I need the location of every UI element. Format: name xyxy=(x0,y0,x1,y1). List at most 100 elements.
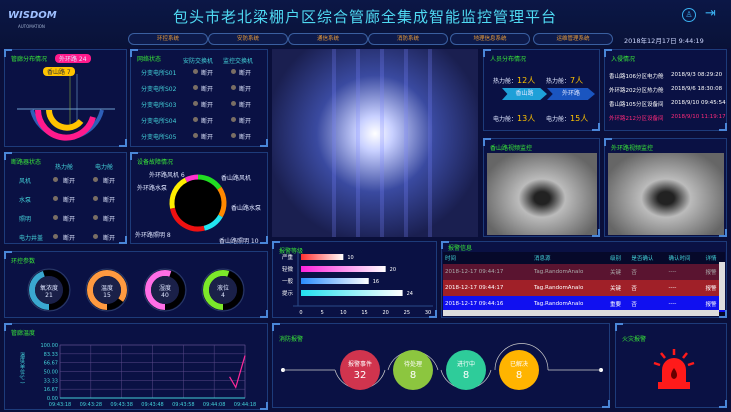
alarm-row[interactable]: 2018-12-17 09:44:17 Tag.RandomAnalo 关键 否 -… xyxy=(443,280,725,296)
step-count: 8 xyxy=(409,370,417,381)
x-tick-label: 10 xyxy=(340,310,346,316)
column-header[interactable]: 时间 xyxy=(445,256,457,262)
nav-security[interactable]: 安防系统 xyxy=(208,33,288,45)
horizontal-scrollbar[interactable] xyxy=(443,310,719,316)
step-count: 8 xyxy=(515,370,523,381)
y-tick-label: 16.67 xyxy=(44,387,58,393)
xiangshan-arrow: 香山路 xyxy=(502,88,547,100)
breaker-row-name: 风机 xyxy=(19,178,32,185)
x-tick-label: 25 xyxy=(404,310,410,316)
fault-label: 香山路风机 xyxy=(221,175,252,182)
status-text: 断开 xyxy=(103,178,116,185)
cell-level: 重要 xyxy=(610,302,622,308)
step-label: 已解决 xyxy=(509,361,528,368)
wh-heat-count: 7人 xyxy=(570,76,584,85)
column-header[interactable]: 详情 xyxy=(705,256,717,262)
nav-env[interactable]: 环控系统 xyxy=(128,33,208,45)
gauge-label: 液位 xyxy=(216,285,229,292)
nav-ops[interactable]: 运维管理系统 xyxy=(533,33,613,45)
gauge-fill xyxy=(87,270,127,310)
xs-power-count: 13人 xyxy=(517,114,536,123)
bar xyxy=(301,290,403,296)
status-text: 断开 xyxy=(201,86,214,93)
status-text: 断开 xyxy=(201,134,214,141)
temp-series-line xyxy=(229,355,246,389)
datetime: 2018年12月17日 9:44:19 xyxy=(624,37,704,45)
status-dot xyxy=(53,196,58,201)
flow-connector xyxy=(281,343,603,390)
cell-level: 关键 xyxy=(610,286,622,292)
y-tick-label: 0.00 xyxy=(47,396,58,402)
donut-segment xyxy=(170,207,205,232)
network-row-name: 分变电所S01 xyxy=(141,70,177,77)
fault-label: 香山路照明 10 xyxy=(219,238,259,245)
fire-step-3[interactable]: 已解决 8 xyxy=(499,350,539,390)
column-header[interactable]: 是否确认 xyxy=(631,256,654,262)
x-tick-label: 09:43:58 xyxy=(172,402,194,408)
y-tick-label: 33.33 xyxy=(44,378,58,384)
nav-gis[interactable]: 地理信息系统 xyxy=(450,33,530,45)
gauge-value: 4 xyxy=(221,292,225,299)
cell-ack-time: ---- xyxy=(668,269,677,275)
step-label: 进行中 xyxy=(456,361,475,368)
user-icon[interactable]: ♙ xyxy=(682,8,696,22)
status-dot xyxy=(231,133,236,138)
gauge-value: 40 xyxy=(161,292,169,299)
gauge-3 xyxy=(201,268,245,312)
bar xyxy=(301,254,344,260)
page-title: 包头市老北梁棚户区综合管廊全集成智能监控管理平台 xyxy=(172,8,557,26)
intrusion-location: 外环路202分区热力舱 xyxy=(609,88,664,94)
status-text: 断开 xyxy=(63,178,76,185)
fire-step-1[interactable]: 待处理 8 xyxy=(393,350,433,390)
network-row-name: 分变电所S05 xyxy=(141,134,177,141)
bar-value: 24 xyxy=(407,291,413,297)
cell-source: Tag.RandomAnalo xyxy=(533,269,584,275)
alarm-row[interactable]: 2018-12-17 09:44:17 Tag.RandomAnalo 关键 否 -… xyxy=(443,264,725,280)
status-text: 断开 xyxy=(201,118,214,125)
label: 电力舱： xyxy=(493,116,518,123)
breaker-row-name: 照明 xyxy=(19,216,32,223)
gauge-value: 15 xyxy=(103,292,111,299)
bar xyxy=(301,266,386,272)
status-dot xyxy=(193,133,198,138)
status-dot xyxy=(93,196,98,201)
cell-ack: 否 xyxy=(631,286,637,292)
col-header: 电力舱 xyxy=(95,164,114,171)
breaker-row-name: 电力井盖 xyxy=(19,235,44,242)
cell-source: Tag.RandomAnalo xyxy=(533,301,584,307)
breaker-panel: 断路器状态 热力舱 电力舱 风机 断开 断开 水泵 断开 断开 照明 断开 断开 电力… xyxy=(4,152,127,244)
fire-step-0[interactable]: 报警事件 32 xyxy=(340,350,380,390)
column-header[interactable]: 确认时间 xyxy=(668,256,691,262)
camera-feed[interactable] xyxy=(608,153,724,235)
vertical-scrollbar[interactable] xyxy=(719,262,725,310)
logout-icon[interactable]: ⇥ xyxy=(705,6,716,21)
status-text: 断开 xyxy=(239,118,252,125)
nav-comm[interactable]: 通信系统 xyxy=(288,33,368,45)
alarm-info-panel: 报警信息 时间 消息源 级别 是否确认 确认时间 详情 2018-12-17 09:44:… xyxy=(441,241,727,318)
fire-step-2[interactable]: 进行中 8 xyxy=(446,350,486,390)
alarm-row[interactable]: 2018-12-17 09:44:16 Tag.RandomAnalo 重要 否 -… xyxy=(443,296,725,312)
column-header[interactable]: 级别 xyxy=(610,256,622,262)
header: WISDOM AUTOMATION 包头市老北梁棚户区综合管廊全集成智能监控管理… xyxy=(0,0,731,48)
network-row-name: 分变电所S03 xyxy=(141,102,177,109)
status-text: 断开 xyxy=(63,235,76,242)
label: 热力舱： xyxy=(546,78,571,85)
x-tick-label: 09:43:38 xyxy=(110,402,132,408)
y-tick-label: 66.67 xyxy=(44,361,58,367)
camera-feed[interactable] xyxy=(487,153,597,235)
x-tick-label: 09:43:48 xyxy=(141,402,163,408)
nav-fire[interactable]: 消防系统 xyxy=(368,33,448,45)
intrusion-location: 香山路106分区电力舱 xyxy=(609,74,664,80)
status-text: 断开 xyxy=(103,235,116,242)
bar-value: 10 xyxy=(347,255,353,261)
column-header[interactable]: 消息源 xyxy=(533,256,551,262)
breaker-row-name: 水泵 xyxy=(19,197,32,204)
main-video-feed[interactable] xyxy=(272,49,478,237)
status-dot xyxy=(231,85,236,90)
x-tick-label: 09:43:18 xyxy=(49,402,71,408)
network-row-name: 分变电所S02 xyxy=(141,86,177,93)
donut-segment xyxy=(217,186,227,218)
intrusion-time: 2018/9/10 11:19:17 xyxy=(671,114,726,120)
logo-sub: AUTOMATION xyxy=(18,24,45,29)
personnel-panel: 人员分布情况 香山路 外环路 热力舱：12人 电力舱：13人 热力舱：7人 电力… xyxy=(483,49,600,131)
